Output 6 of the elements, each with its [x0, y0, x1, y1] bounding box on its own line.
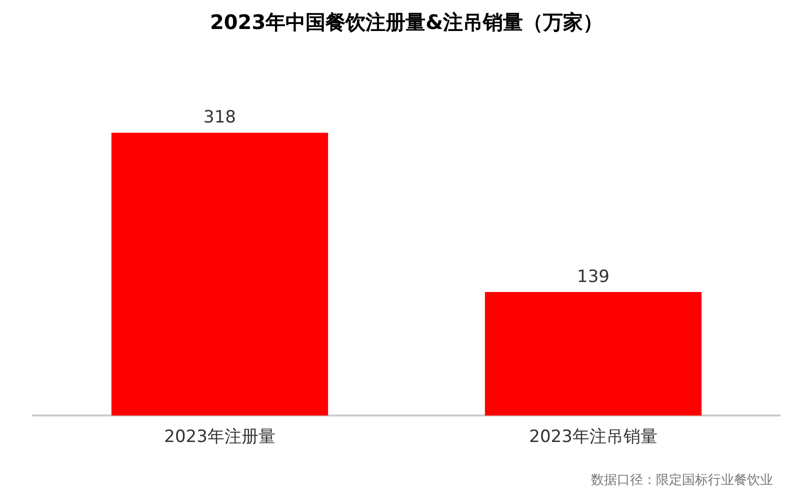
text: 数据口径：限定国标行业餐饮业 [591, 472, 773, 490]
data-label: 139 [577, 266, 610, 287]
data-label: 318 [204, 108, 236, 128]
chart-title: 2023年中国餐饮注册量&注吊销量（万家） [210, 10, 604, 34]
x-tick-label: 2023年注册量 [164, 427, 276, 448]
x-tick-label: 2023年注吊销量 [529, 427, 658, 448]
